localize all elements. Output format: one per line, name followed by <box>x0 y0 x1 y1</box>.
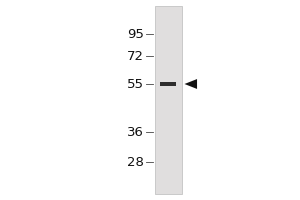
Text: 95: 95 <box>127 27 144 40</box>
FancyBboxPatch shape <box>154 6 182 194</box>
Text: 36: 36 <box>127 126 144 138</box>
Text: 28: 28 <box>127 156 144 168</box>
Polygon shape <box>184 79 197 89</box>
Text: 55: 55 <box>127 78 144 90</box>
FancyBboxPatch shape <box>160 82 176 86</box>
Text: 72: 72 <box>127 49 144 62</box>
